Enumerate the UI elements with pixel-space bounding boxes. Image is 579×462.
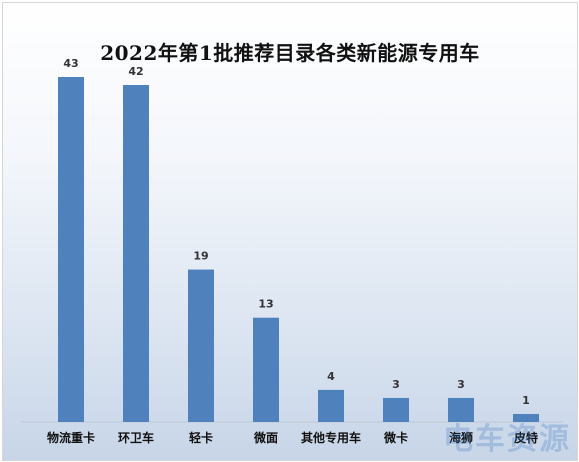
data-label-5: 3 [392,378,400,391]
x-tick-label-7: 皮特 [513,430,538,445]
data-label-1: 42 [128,65,143,78]
watermark-logo: 电车资源 [443,422,571,457]
data-label-7: 1 [522,394,530,407]
bar-0 [58,77,84,422]
data-label-3: 13 [258,298,273,311]
bar-6 [448,397,474,422]
bar-5 [383,397,409,422]
x-tick-label-1: 环卫车 [118,430,154,445]
x-tick-label-0: 物流重卡 [47,430,95,445]
x-tick-label-3: 微面 [253,430,278,445]
bar-2 [188,269,214,422]
x-tick-label-4: 其他专用车 [301,430,361,445]
x-tick-label-5: 微卡 [383,430,408,445]
bar-1 [123,85,149,422]
x-tick-label-2: 轻卡 [189,430,213,445]
chart-title: 2022年第1批推荐目录各类新能源专用车 [100,41,480,65]
bar-4 [318,389,344,422]
data-label-0: 43 [63,57,78,70]
bar-7 [513,413,539,422]
bar-chart: 43 物流重卡 42 环卫车 19 轻卡 13 微面 4 其他专用车 3 微卡 3 海狮 1 皮特 [21,57,563,445]
data-label-2: 19 [193,250,208,263]
bar-3 [253,317,279,422]
data-label-4: 4 [327,370,335,383]
x-tick-label-6: 海狮 [449,430,473,445]
data-label-6: 3 [457,378,465,391]
